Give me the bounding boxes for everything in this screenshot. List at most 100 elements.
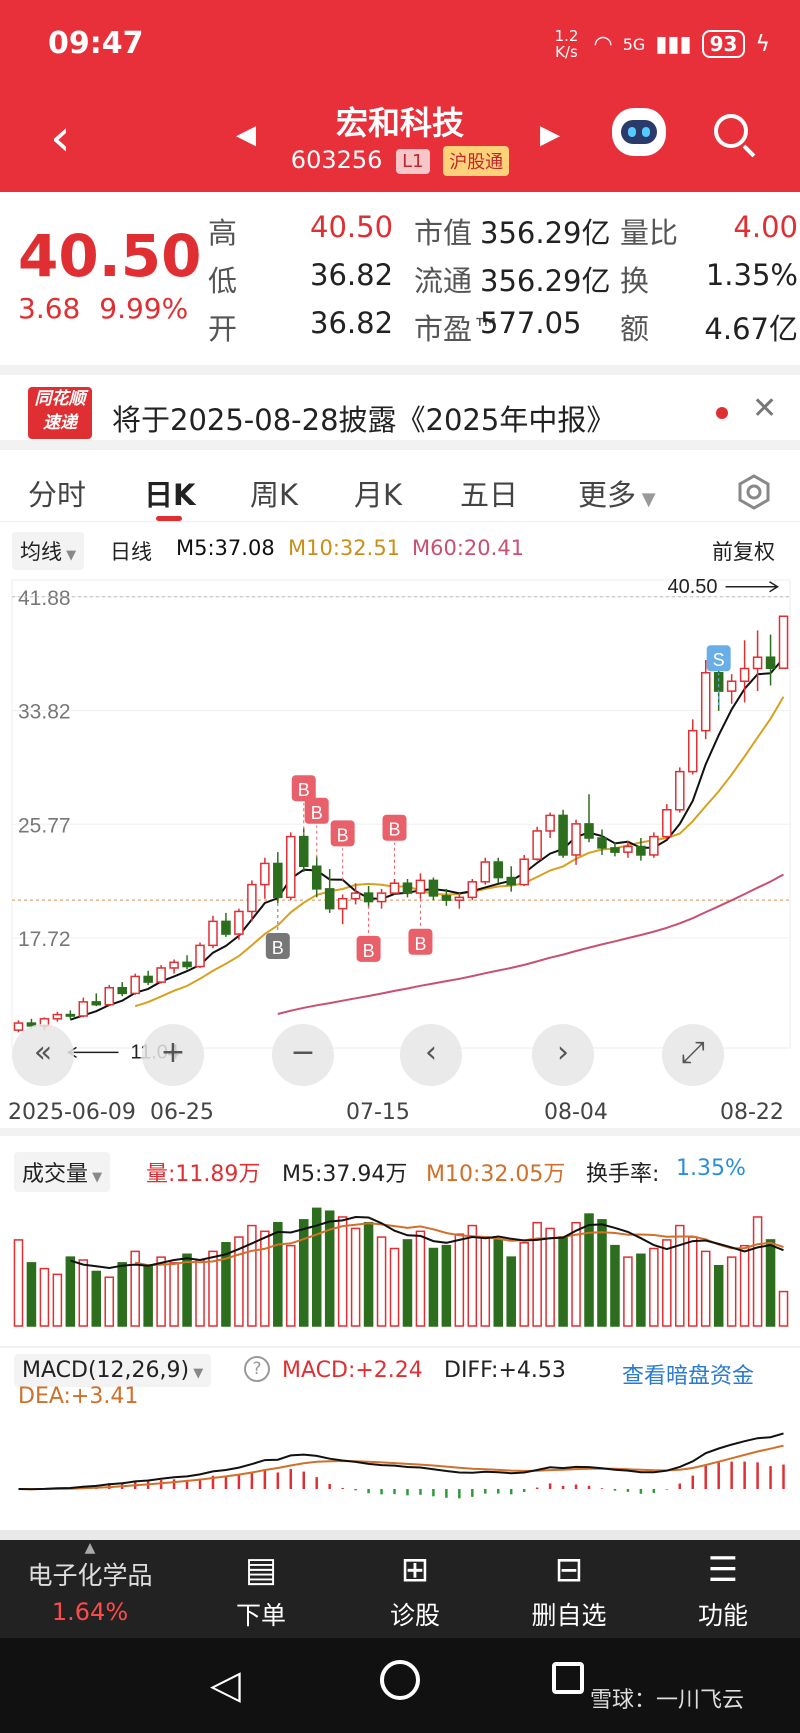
back-triangle-icon[interactable]: ◁ (210, 1662, 241, 1708)
scroll-right-icon[interactable]: › (532, 1024, 594, 1086)
y-tick-label: 17.72 (18, 928, 71, 951)
wifi-icon: ◠ (593, 31, 613, 57)
volume-chart[interactable] (0, 1190, 800, 1330)
candle-body (428, 879, 439, 897)
connect-badge: 沪股通 (443, 146, 510, 176)
chevron-down-icon: ▼ (189, 1366, 204, 1381)
home-icon[interactable] (380, 1660, 420, 1700)
volume-bar (337, 1216, 348, 1327)
buy-marker-label: B (272, 938, 284, 958)
buy-marker-label: B (298, 780, 310, 800)
indicator-selector[interactable]: 均线 ▼ (12, 532, 85, 570)
macd-chart[interactable] (0, 1410, 800, 1520)
fullscreen-icon[interactable]: ⤢ (662, 1024, 724, 1086)
candle-body (169, 961, 179, 969)
notice-text[interactable]: 将于2025-08-28披露《2025年中报》 (112, 403, 616, 437)
candle-body (298, 835, 309, 868)
ma10-line (134, 696, 785, 1008)
tab-more[interactable]: 更多 ▼ (578, 478, 656, 512)
battery-indicator: 93 (701, 30, 746, 58)
candle-body (700, 672, 711, 732)
tab-intraday[interactable]: 分时 (28, 478, 87, 512)
stock-name: 宏和科技 (335, 104, 464, 142)
status-icons: 1.2 K/s ◠ 5G ▮▮▮ 93 ϟ (550, 28, 770, 60)
volume-bar (545, 1227, 555, 1327)
scroll-left-icon[interactable]: ‹ (400, 1024, 462, 1086)
candle-body (752, 656, 763, 670)
volume-bar (687, 1236, 698, 1327)
candle-body (195, 944, 205, 968)
candle-body (687, 729, 698, 773)
volume-bar (623, 1256, 633, 1327)
diagnose-button[interactable]: ⊞ 诊股 (360, 1550, 470, 1632)
network-speed: 1.2 K/s (554, 27, 579, 61)
robot-assistant-icon[interactable] (612, 108, 666, 156)
volume-ratio-label: 量比 (620, 216, 679, 250)
chevron-down-icon: ▼ (62, 548, 77, 563)
high-label: 高 (208, 216, 238, 250)
volume-bar (363, 1221, 374, 1327)
close-icon[interactable]: ✕ (752, 391, 778, 426)
volume-bar (234, 1236, 244, 1327)
macd-selector[interactable]: MACD(12,26,9) ▼ (14, 1354, 212, 1387)
scroll-left-fast-icon[interactable]: « (12, 1024, 74, 1086)
turnover-rate-label: 换手率: (586, 1162, 660, 1187)
volume-bar (143, 1264, 153, 1327)
functions-button[interactable]: ☰ 功能 (668, 1550, 778, 1632)
candle-body (13, 1022, 24, 1031)
buy-marker-label: B (389, 820, 401, 840)
tab-daily-k[interactable]: 日K (144, 478, 196, 512)
volume-legend-row: 成交量 ▼ 量:11.89万 M5:37.94万 M10:32.05万 换手率:… (0, 1150, 800, 1192)
volume-bar (260, 1230, 270, 1327)
search-icon[interactable] (712, 112, 758, 158)
volume-selector[interactable]: 成交量 ▼ (14, 1152, 111, 1192)
recents-icon[interactable] (552, 1662, 584, 1694)
tab-monthly-k[interactable]: 月K (354, 478, 403, 512)
sector-quote[interactable]: ▲ 电子化学品 1.64% (0, 1540, 180, 1638)
volume-bar (311, 1207, 322, 1327)
pe-value: 577.05 (480, 306, 582, 340)
candle-body (78, 1001, 89, 1017)
candle-body (636, 845, 646, 856)
zoom-out-icon[interactable]: − (272, 1024, 334, 1086)
open-value: 36.82 (310, 306, 394, 340)
chevron-up-icon: ▲ (84, 1540, 96, 1556)
volume-bar (156, 1256, 166, 1327)
ma5-value: M5:37.08 (176, 536, 275, 560)
notice-bar[interactable]: 同花顺 速递 将于2025-08-28披露《2025年中报》 ✕ (0, 365, 800, 450)
volume-bar (402, 1239, 413, 1327)
candle-body (571, 823, 581, 856)
candle-body (182, 961, 192, 968)
next-stock-icon[interactable]: ▶ (540, 120, 560, 150)
remove-watchlist-button[interactable]: ⊟ 删自选 (514, 1550, 624, 1632)
adjust-mode[interactable]: 前复权 (712, 540, 775, 564)
help-icon[interactable]: ? (244, 1356, 270, 1382)
buy-marker (330, 820, 355, 847)
macd-legend-row: MACD(12,26,9) ▼ ? MACD:+2.24 DIFF:+4.53 … (0, 1346, 800, 1410)
volume-bar (700, 1250, 711, 1327)
volume-bar (649, 1247, 659, 1327)
candle-body (130, 975, 140, 995)
turnover-value: 1.35% (705, 258, 798, 292)
tab-weekly-k[interactable]: 周K (250, 478, 299, 512)
candle-body (726, 680, 737, 692)
candle-body (506, 876, 516, 886)
prev-stock-icon[interactable]: ◀ (236, 120, 256, 150)
volume-value: 量:11.89万 (146, 1162, 261, 1187)
zoom-in-icon[interactable]: + (142, 1024, 204, 1086)
candle-body (52, 1013, 63, 1020)
volume-bar (130, 1250, 140, 1327)
sector-name: 电子化学品 (27, 1561, 153, 1590)
volume-bar (169, 1262, 179, 1327)
ma-legend-row: 均线 ▼ 日线 M5:37.08 M10:32.51 M60:20.41 前复权 (0, 528, 800, 570)
tab-five-day[interactable]: 五日 (460, 478, 519, 512)
chart-settings-icon[interactable] (736, 474, 772, 510)
candle-body (597, 837, 607, 849)
volume-bar (52, 1273, 63, 1327)
period-tabs: 分时 日K 周K 月K 五日 更多 ▼ (0, 462, 800, 522)
dark-pool-link[interactable]: 查看暗盘资金 (622, 1364, 755, 1389)
order-button[interactable]: ▤ 下单 (206, 1550, 316, 1632)
ma60-line (277, 873, 784, 1015)
back-icon[interactable]: ‹ (50, 108, 71, 168)
